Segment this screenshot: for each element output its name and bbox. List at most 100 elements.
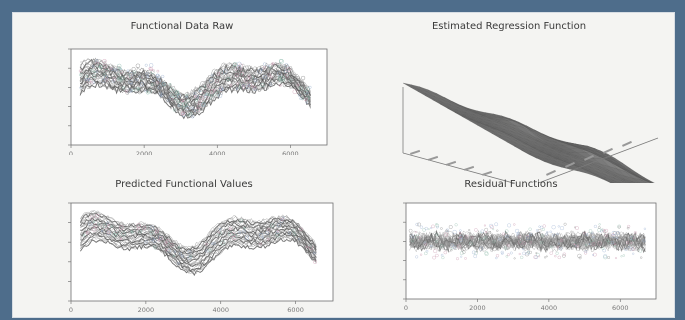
residual-point — [513, 257, 516, 260]
data-point — [92, 74, 97, 79]
residual-point — [437, 240, 443, 245]
data-point — [128, 75, 132, 79]
data-point — [215, 91, 220, 96]
data-point — [138, 229, 142, 234]
data-point — [91, 227, 97, 232]
data-point — [91, 65, 95, 68]
surface-tick — [481, 170, 493, 176]
data-point — [308, 85, 312, 89]
data-point — [127, 74, 132, 80]
data-point — [232, 234, 237, 239]
data-point — [218, 227, 222, 231]
data-point — [116, 66, 121, 70]
series-line — [80, 237, 317, 277]
surface-tick — [410, 149, 421, 155]
residual-point — [640, 256, 643, 259]
data-point — [95, 213, 100, 219]
residual-point — [513, 223, 516, 226]
data-point — [276, 230, 280, 233]
surface-tick — [446, 160, 457, 166]
residual-point — [597, 241, 602, 246]
data-point — [268, 66, 272, 69]
data-point — [300, 96, 305, 101]
residual-point — [631, 247, 635, 252]
residual-line — [409, 230, 646, 252]
residual-point — [551, 225, 556, 230]
residual-point — [415, 222, 419, 227]
residual-point — [526, 251, 530, 256]
data-point — [157, 85, 162, 90]
data-point — [201, 102, 206, 107]
data-point — [157, 238, 160, 242]
data-point — [277, 64, 281, 68]
data-point — [79, 78, 84, 83]
residual-point — [613, 231, 618, 235]
residual-point — [509, 251, 513, 255]
data-point — [156, 81, 159, 84]
residual-point — [576, 244, 580, 248]
data-point — [87, 78, 90, 81]
residual-point — [507, 223, 512, 228]
data-point — [278, 76, 282, 80]
data-point — [191, 106, 195, 110]
residual-point — [614, 243, 617, 246]
residual-point — [440, 227, 443, 230]
residual-point — [435, 223, 438, 226]
data-point — [92, 220, 96, 224]
data-point — [217, 93, 223, 98]
data-point — [268, 82, 273, 86]
residual-point — [459, 229, 462, 232]
residual-point — [544, 256, 547, 259]
data-point — [110, 225, 113, 228]
data-point — [305, 101, 309, 104]
residual-point — [557, 225, 560, 228]
data-point — [168, 82, 172, 86]
top-left-chart-svg: 0 2000 4000 6000 — [68, 48, 328, 155]
data-point — [193, 94, 197, 98]
residual-point — [503, 246, 508, 250]
residual-point — [424, 226, 428, 231]
data-point — [242, 229, 246, 234]
data-point — [236, 82, 239, 85]
residual-point — [444, 232, 449, 237]
residual-point — [520, 255, 524, 260]
residual-point — [469, 241, 473, 246]
data-point — [130, 230, 134, 234]
data-point — [156, 69, 160, 73]
x-tick-label: 4000 — [541, 304, 558, 312]
data-point — [185, 266, 190, 271]
data-point — [305, 245, 308, 249]
residual-point — [435, 233, 439, 237]
data-point — [228, 227, 232, 231]
data-point — [193, 109, 197, 112]
data-point — [263, 62, 267, 66]
data-point — [282, 64, 287, 69]
series-line — [80, 210, 317, 249]
data-point — [169, 242, 174, 247]
surface-y-axis — [537, 137, 659, 183]
residual-point — [557, 242, 560, 245]
data-point — [243, 227, 246, 230]
data-point — [247, 74, 252, 79]
residual-point — [518, 252, 521, 256]
data-point — [284, 63, 289, 68]
residual-point — [552, 246, 556, 249]
residual-point — [642, 239, 646, 243]
data-point — [248, 76, 252, 80]
data-point — [270, 75, 273, 79]
data-point — [84, 77, 88, 81]
residual-point — [429, 239, 432, 243]
residual-point — [559, 238, 564, 242]
residual-point — [604, 233, 608, 238]
data-point — [165, 248, 169, 252]
residual-point — [424, 251, 428, 256]
data-point — [182, 99, 185, 103]
data-point — [132, 81, 136, 86]
data-point — [151, 234, 156, 239]
data-point — [205, 242, 208, 246]
data-point — [223, 69, 228, 74]
data-point — [95, 59, 99, 63]
data-point — [161, 81, 166, 86]
data-point — [194, 108, 200, 113]
